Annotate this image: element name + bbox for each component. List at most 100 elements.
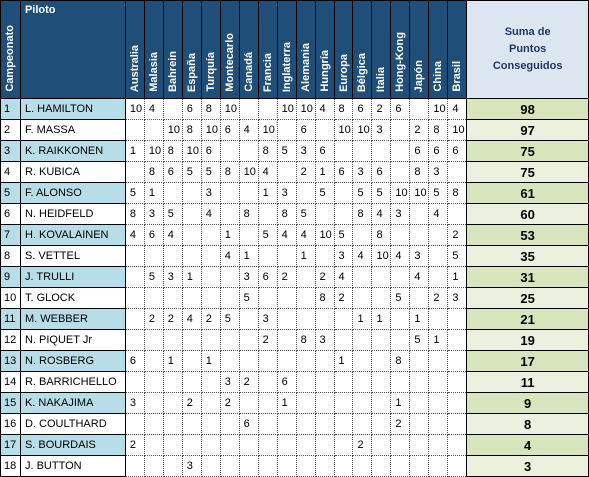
points-cell xyxy=(295,287,316,309)
points-cell xyxy=(390,434,411,456)
points-cell: 4 xyxy=(352,245,373,267)
points-cell: 3 xyxy=(219,371,240,393)
points-cell: 1 xyxy=(314,161,335,183)
race-header-2: Bahrein xyxy=(162,0,183,99)
points-cell: 10 xyxy=(162,119,183,141)
points-cell xyxy=(371,266,392,288)
points-cell xyxy=(200,455,221,477)
points-cell: 2 xyxy=(295,161,316,183)
total-points-cell: 60 xyxy=(466,203,589,225)
points-cell xyxy=(276,413,297,435)
points-cell: 5 xyxy=(276,140,297,162)
points-cell xyxy=(162,455,183,477)
position-cell: 16 xyxy=(0,413,21,435)
points-cell xyxy=(352,392,373,414)
points-cell xyxy=(200,287,221,309)
points-cell: 1 xyxy=(181,266,202,288)
points-cell xyxy=(257,245,278,267)
table-row: 8 S. VETTEL 4 1 1 3 4 10 4 3 5 35 xyxy=(0,245,589,267)
total-points-cell: 9 xyxy=(466,392,589,414)
points-cell: 3 xyxy=(124,392,145,414)
position-cell: 10 xyxy=(0,287,21,309)
pilot-cell: N. HEIDFELD xyxy=(19,203,126,225)
points-cell xyxy=(124,287,145,309)
points-cell xyxy=(276,161,297,183)
points-cell: 3 xyxy=(352,161,373,183)
points-cell: 4 xyxy=(238,119,259,141)
table-row: 7 H. KOVALAINEN 4 6 4 1 5 4 4 10 5 8 2 53 xyxy=(0,224,589,246)
points-cell xyxy=(124,245,145,267)
points-cell: 2 xyxy=(352,434,373,456)
points-cell xyxy=(181,182,202,204)
race-header-label: España xyxy=(185,52,198,92)
points-cell: 5 xyxy=(371,182,392,204)
pilot-cell: L. HAMILTON xyxy=(19,98,126,120)
points-cell: 3 xyxy=(371,119,392,141)
points-cell xyxy=(352,140,373,162)
points-cell xyxy=(390,371,411,393)
points-cell xyxy=(238,455,259,477)
points-cell: 3 xyxy=(257,308,278,330)
points-cell xyxy=(371,371,392,393)
points-cell: 2 xyxy=(124,434,145,456)
points-cell: 5 xyxy=(124,182,145,204)
points-cell xyxy=(143,371,164,393)
table-row: 13 N. ROSBERG 6 1 1 1 8 17 xyxy=(0,350,589,372)
points-cell xyxy=(333,308,354,330)
points-cell xyxy=(390,119,411,141)
race-header-label: Hong-Kong xyxy=(394,32,407,92)
points-cell: 8 xyxy=(447,182,468,204)
points-cell xyxy=(314,392,335,414)
points-cell xyxy=(219,434,240,456)
points-cell xyxy=(162,98,183,120)
points-cell xyxy=(390,329,411,351)
points-cell: 10 xyxy=(143,140,164,162)
points-cell: 10 xyxy=(371,245,392,267)
points-cell xyxy=(124,329,145,351)
race-header-label: Alemania xyxy=(299,43,312,92)
points-cell xyxy=(295,455,316,477)
pilot-cell: N. PIQUET Jr xyxy=(19,329,126,351)
pilot-cell: H. KOVALAINEN xyxy=(19,224,126,246)
points-cell: 3 xyxy=(238,266,259,288)
points-cell xyxy=(143,329,164,351)
points-cell: 5 xyxy=(162,203,183,225)
total-points-cell: 19 xyxy=(466,329,589,351)
points-cell: 10 xyxy=(124,98,145,120)
table-row: 15 K. NAKAJIMA 3 2 2 1 1 9 xyxy=(0,392,589,414)
points-cell: 1 xyxy=(238,245,259,267)
points-cell: 10 xyxy=(390,182,411,204)
points-cell xyxy=(124,119,145,141)
points-cell xyxy=(352,455,373,477)
points-cell: 1 xyxy=(143,182,164,204)
total-points-cell: 11 xyxy=(466,371,589,393)
position-cell: 12 xyxy=(0,329,21,351)
race-header-4: Turquía xyxy=(200,0,221,99)
points-cell: 2 xyxy=(143,308,164,330)
points-cell xyxy=(181,413,202,435)
points-cell xyxy=(276,350,297,372)
points-cell: 1 xyxy=(371,308,392,330)
race-header-7: Francia xyxy=(257,0,278,99)
points-cell xyxy=(428,371,449,393)
race-header-6: Canadá xyxy=(238,0,259,99)
points-cell xyxy=(162,434,183,456)
points-cell: 5 xyxy=(352,182,373,204)
points-cell xyxy=(371,350,392,372)
points-cell xyxy=(314,455,335,477)
table-row: 17 S. BOURDAIS 2 2 4 xyxy=(0,434,589,456)
table-row: 2 F. MASSA 10 8 10 6 4 10 6 10 10 3 2 8 10 97 xyxy=(0,119,589,141)
points-cell xyxy=(352,224,373,246)
pilot-cell: R. KUBICA xyxy=(19,161,126,183)
points-cell xyxy=(447,455,468,477)
pilot-cell: J. BUTTON xyxy=(19,455,126,477)
points-cell: 1 xyxy=(200,350,221,372)
points-cell xyxy=(428,392,449,414)
points-cell xyxy=(295,308,316,330)
points-cell xyxy=(124,455,145,477)
points-cell xyxy=(295,413,316,435)
points-cell xyxy=(371,140,392,162)
points-cell xyxy=(162,182,183,204)
points-cell: 5 xyxy=(238,287,259,309)
points-cell xyxy=(162,245,183,267)
